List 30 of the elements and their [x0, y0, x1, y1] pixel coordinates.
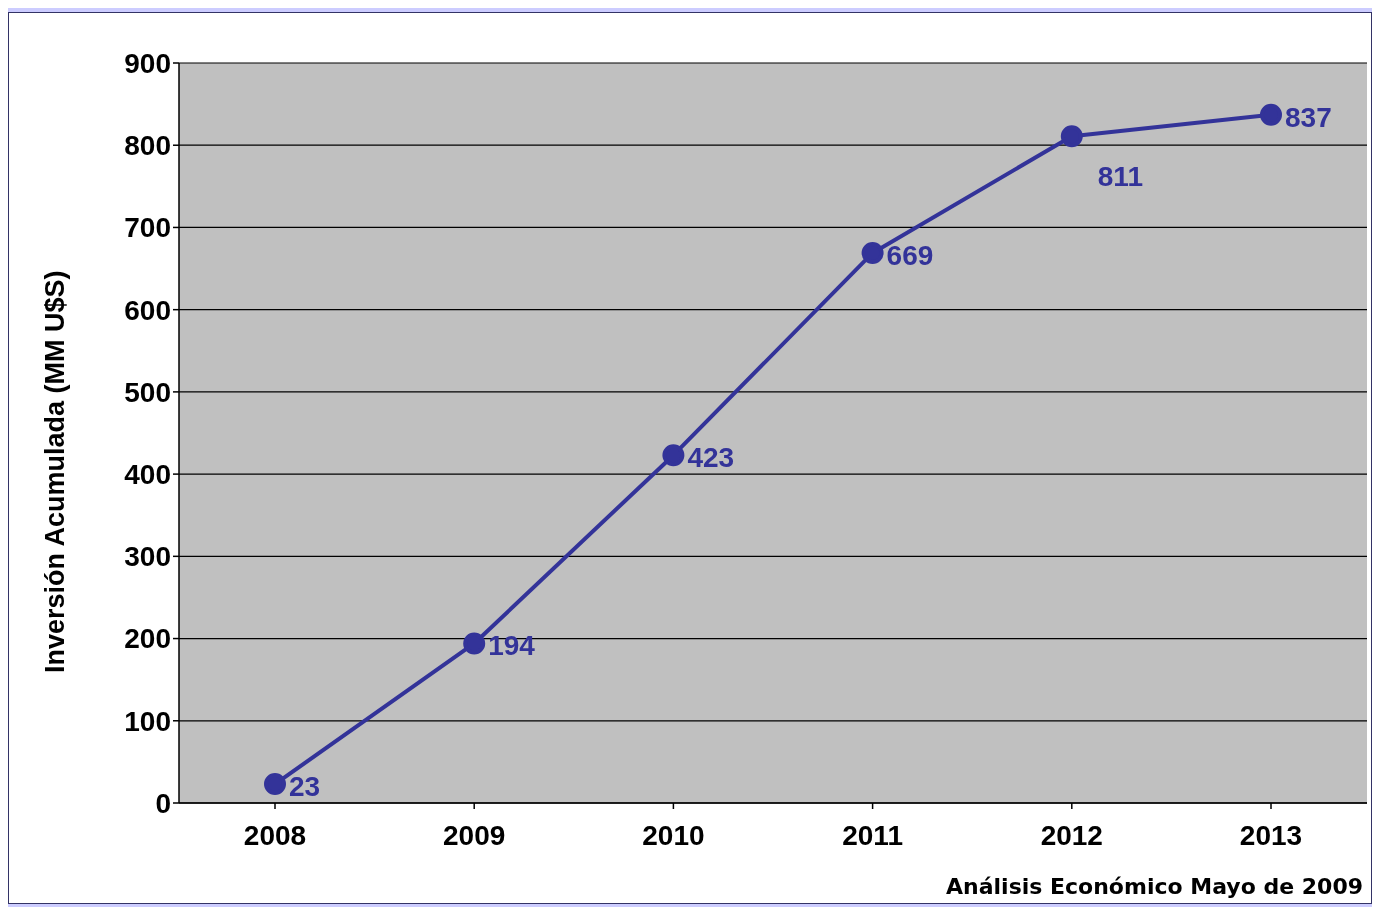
point	[264, 773, 286, 796]
point	[861, 241, 884, 264]
point	[1260, 103, 1282, 126]
data-label: 23	[289, 771, 321, 803]
x-tick-label: 2009	[443, 819, 506, 851]
y-tick-label: 300	[124, 541, 171, 573]
x-tick-label: 2011	[842, 819, 903, 851]
text: Análisis Económico Mayo de 2009	[946, 874, 1363, 899]
data-label: 811	[1097, 161, 1143, 193]
x-tick-label: 2008	[243, 819, 307, 851]
data-label: 423	[687, 442, 735, 474]
y-tick-label: 200	[124, 623, 171, 655]
point	[662, 444, 685, 467]
y-tick-label: 600	[124, 294, 171, 326]
y-tick-label: 400	[124, 459, 171, 491]
point	[1060, 125, 1083, 148]
data-label: 194	[488, 630, 536, 662]
data-label: 837	[1285, 101, 1332, 133]
y-tick-label: 500	[124, 376, 171, 408]
y-tick-label: 100	[124, 705, 171, 737]
x-tick-label: 2012	[1040, 819, 1103, 851]
x-tick-label: 2010	[642, 819, 705, 851]
data-label: 669	[886, 239, 934, 271]
y-tick-label: 900	[124, 47, 171, 79]
y-tick-label: 700	[124, 212, 171, 244]
y-tick-label: 800	[124, 130, 171, 162]
y-axis-title: Inversión Acumulada (MM U$S)	[39, 270, 70, 673]
point	[463, 632, 486, 655]
y-tick-label: 0	[155, 787, 171, 819]
x-tick-label: 2013	[1239, 819, 1303, 851]
